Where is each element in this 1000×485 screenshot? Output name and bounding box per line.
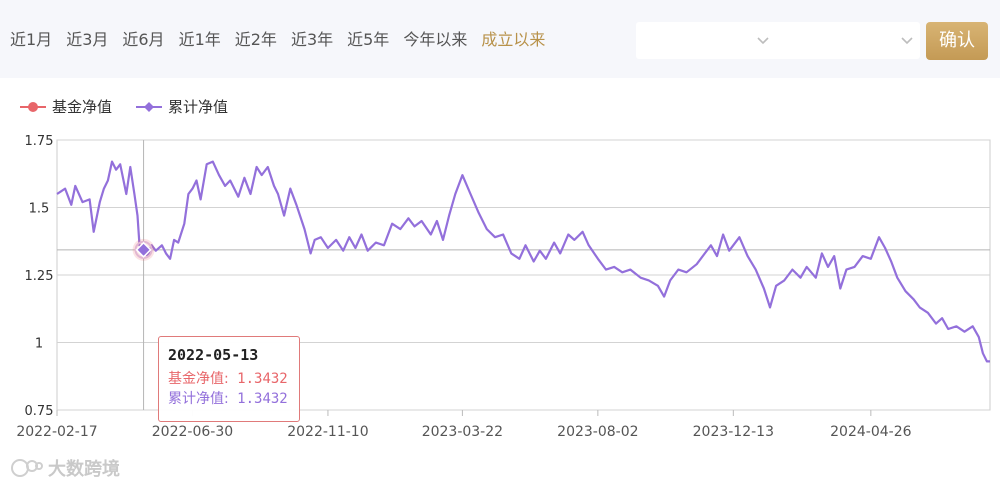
x-tick-label: 2023-03-22	[422, 424, 503, 440]
y-tick-label: 1.5	[29, 202, 50, 217]
tooltip-value: 1.3432	[237, 371, 288, 387]
confirm-button[interactable]: 确认	[926, 22, 988, 60]
legend-marker	[28, 101, 38, 112]
legend-label: 基金净值	[52, 98, 113, 116]
range-tabs: 近1月 近3月 近6月 近1年 近2年 近3年 近5年 今年以来 成立以来	[10, 26, 559, 54]
legend-line-icon	[20, 101, 46, 112]
chevron-down-icon[interactable]	[753, 30, 773, 50]
watermark: 大数跨境	[10, 455, 120, 481]
watermark-logo-icon	[11, 459, 43, 477]
tooltip-label: 累计净值:	[168, 391, 229, 407]
range-tab[interactable]: 成立以来	[481, 30, 546, 49]
range-tab[interactable]: 近6月	[122, 30, 165, 49]
x-tick-label: 2023-12-13	[693, 424, 774, 440]
x-tick-label: 2022-11-10	[287, 424, 368, 440]
y-tick-label: 1.25	[25, 269, 54, 284]
y-tick-label: 1.75	[25, 134, 54, 149]
x-tick-label: 2024-04-26	[830, 424, 911, 440]
tooltip-value: 1.3432	[237, 391, 288, 407]
x-tick-label: 2022-06-30	[152, 424, 233, 440]
range-tab[interactable]: 近1月	[10, 30, 53, 49]
chevron-down-icon[interactable]	[897, 30, 917, 50]
series-line-acc-nav	[56, 160, 990, 363]
range-tab[interactable]: 今年以来	[403, 30, 468, 49]
highlight-point-acc-nav	[135, 241, 152, 258]
range-tab[interactable]: 近5年	[347, 30, 390, 49]
y-tick-label: 1	[35, 337, 43, 352]
legend-item-nav[interactable]: 基金净值	[20, 96, 112, 117]
legend-line-icon	[136, 101, 163, 112]
range-tab[interactable]: 近2年	[234, 30, 277, 49]
watermark-text: 大数跨境	[48, 459, 120, 480]
x-tick-label: 2022-02-17	[16, 424, 97, 440]
legend-label: 累计净值	[168, 98, 229, 116]
legend-marker	[144, 101, 155, 112]
x-tick-label: 2023-08-02	[557, 424, 638, 440]
range-tab[interactable]: 近1年	[178, 30, 221, 49]
chart-legend: 基金净值 累计净值	[20, 96, 252, 117]
legend-item-acc-nav[interactable]: 累计净值	[136, 96, 228, 117]
y-tick-label: 0.75	[25, 404, 54, 419]
chart-tooltip: 2022-05-13 基金净值: 1.3432 累计净值: 1.3432	[158, 336, 300, 422]
nav-line-chart[interactable]: 0.75 1 1.25 1.5 1.75 2022-02-17 2022-06-30 2022…	[0, 120, 1000, 440]
range-tab[interactable]: 近3月	[66, 30, 109, 49]
tooltip-date: 2022-05-13	[168, 346, 259, 364]
tooltip-row-nav: 基金净值: 1.3432	[168, 369, 299, 389]
range-toolbar: 近1月 近3月 近6月 近1年 近2年 近3年 近5年 今年以来 成立以来 确认	[0, 0, 1000, 78]
tooltip-label: 基金净值:	[168, 371, 229, 387]
range-tab[interactable]: 近3年	[290, 30, 334, 49]
date-range-picker[interactable]	[636, 22, 920, 59]
tooltip-row-acc-nav: 累计净值: 1.3432	[168, 389, 299, 409]
